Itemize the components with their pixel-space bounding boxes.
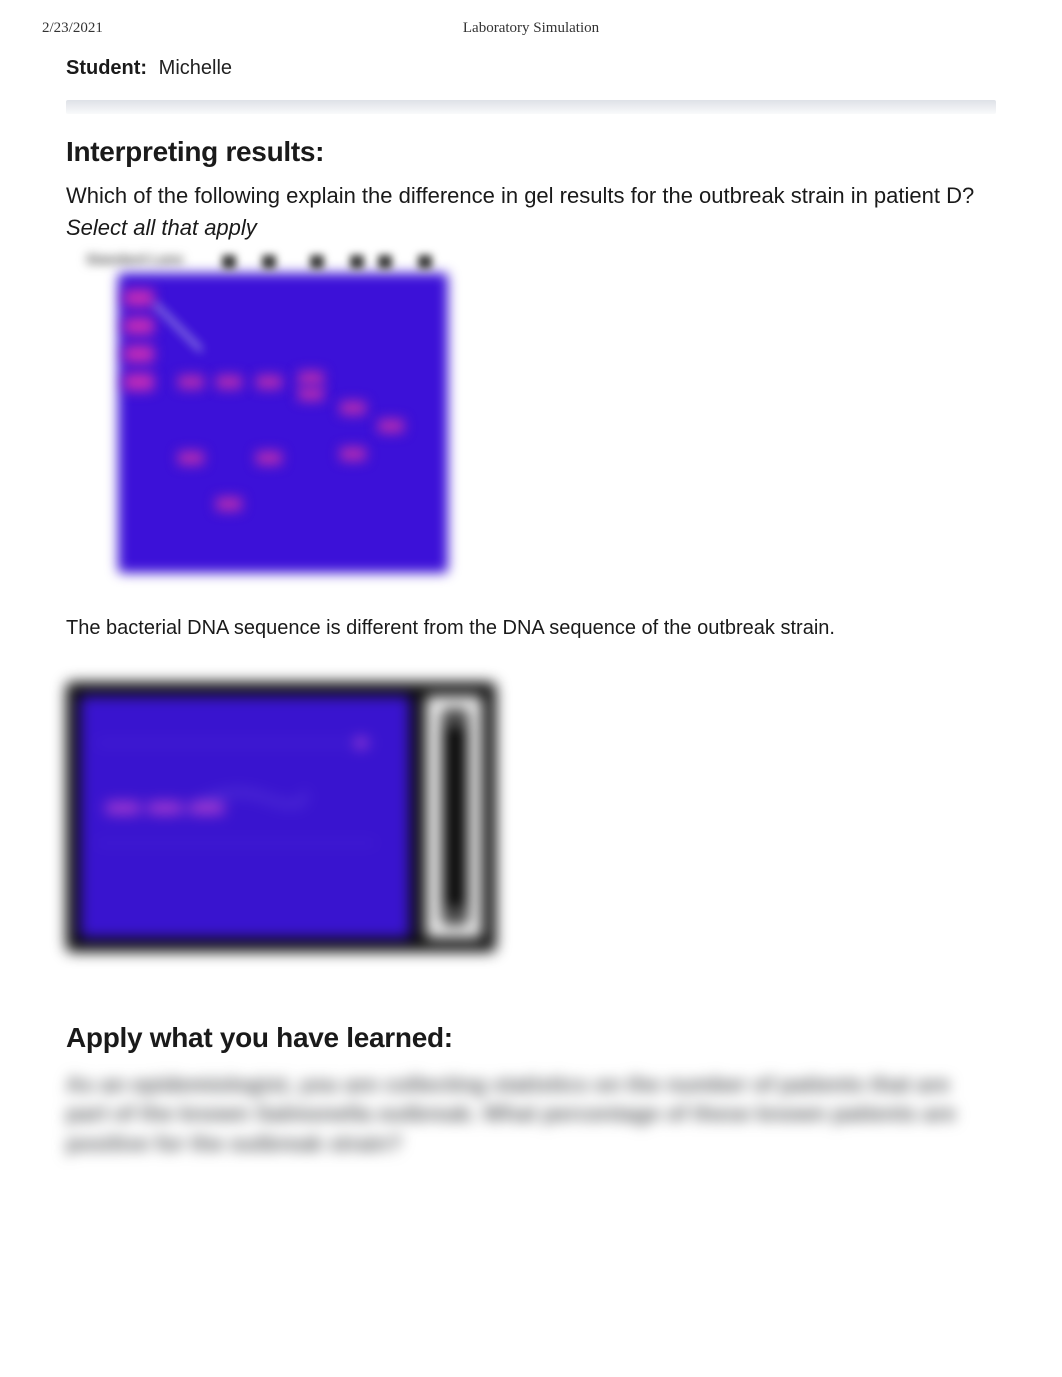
instruction-text: Select all that apply (66, 215, 996, 241)
gel1-top-label: Standard Lane (86, 251, 183, 267)
gel-image-2 (66, 682, 496, 952)
gel1-ladder-band (124, 317, 154, 335)
gel1-band (298, 371, 324, 385)
header-date: 2/23/2021 (42, 20, 103, 37)
gel1-band (340, 401, 366, 415)
gel2-band (190, 802, 224, 814)
answer-option-text: The bacterial DNA sequence is different … (66, 617, 996, 640)
gel2-gridline (96, 842, 376, 844)
gel1-band (178, 451, 204, 465)
gel1-ladder-band (124, 289, 154, 307)
gel2-band (106, 802, 140, 814)
content-area: Student: Michelle Interpreting results: … (40, 57, 1022, 1158)
gel1-well (262, 255, 276, 269)
gel2-slider-bar (442, 710, 468, 924)
student-name: Michelle (159, 57, 232, 79)
gel1-band (216, 497, 242, 511)
gel1-band (256, 375, 282, 389)
gel1-band (340, 447, 366, 461)
gel1-band (298, 387, 324, 401)
pointer-line-icon (154, 303, 202, 351)
gel-image-1: Standard Lane (66, 251, 466, 581)
gel1-band (256, 451, 282, 465)
page-header: 2/23/2021 Laboratory Simulation (40, 20, 1022, 37)
gel2-gridline (96, 742, 376, 744)
header-title: Laboratory Simulation (463, 20, 599, 37)
blurred-paragraph: As an epidemiologist, you are collecting… (66, 1070, 996, 1158)
section-title-apply: Apply what you have learned: (66, 1022, 996, 1054)
gel1-well (418, 255, 432, 269)
student-line: Student: Michelle (66, 57, 996, 80)
gel1-well (222, 255, 236, 269)
page: 2/23/2021 Laboratory Simulation Student:… (0, 0, 1062, 1377)
gel1-band (216, 375, 242, 389)
gel1-band (378, 419, 404, 433)
gel2-marker-dot (356, 738, 366, 748)
divider-gradient (66, 100, 996, 114)
gel1-well (310, 255, 324, 269)
gel1-well (378, 255, 392, 269)
section-title-interpreting: Interpreting results: (66, 136, 996, 168)
gel1-band (178, 375, 204, 389)
gel1-ladder-band (124, 373, 154, 391)
question-text: Which of the following explain the diffe… (66, 182, 996, 211)
gel1-well (350, 255, 364, 269)
student-label: Student: (66, 57, 147, 79)
gel2-band (148, 802, 182, 814)
gel1-ladder-band (124, 345, 154, 363)
